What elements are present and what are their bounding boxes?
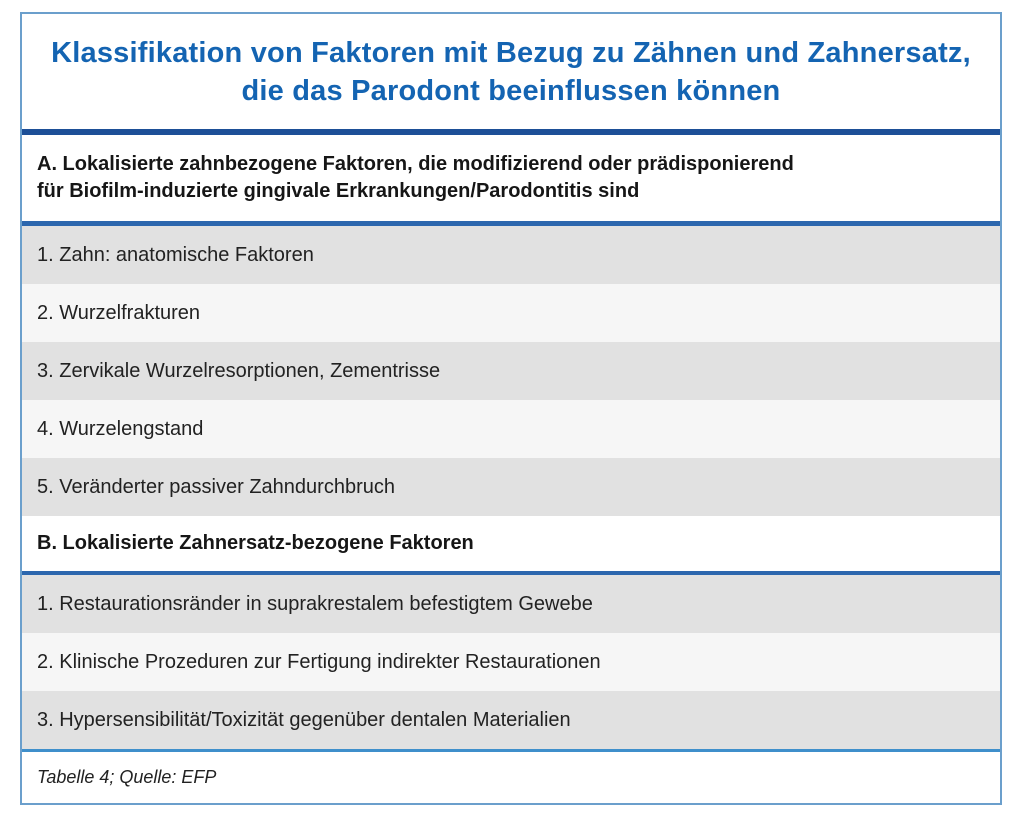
section-a-header-line2: für Biofilm-induzierte gingivale Erkrank… [37,180,640,202]
row-text: 1. Restaurationsränder in suprakrestalem… [37,592,593,615]
section-b-header: B. Lokalisierte Zahnersatz-bezogene Fakt… [22,516,1000,571]
table-row: 1. Restaurationsränder in suprakrestalem… [22,575,1000,633]
row-text: 4. Wurzelengstand [37,417,204,440]
classification-table: Klassifikation von Faktoren mit Bezug zu… [20,12,1002,805]
table-caption: Tabelle 4; Quelle: EFP [22,752,1000,803]
table-title-line1: Klassifikation von Faktoren mit Bezug zu… [51,36,971,69]
table-row: 2. Klinische Prozeduren zur Fertigung in… [22,633,1000,691]
table-title: Klassifikation von Faktoren mit Bezug zu… [22,14,1000,129]
table-row: 1. Zahn: anatomische Faktoren [22,226,1000,284]
table-row: 3. Zervikale Wurzelresorptionen, Zementr… [22,342,1000,400]
row-text: 2. Wurzelfrakturen [37,301,201,324]
table-row: 5. Veränderter passiver Zahndurchbruch [22,458,1000,516]
table-title-line2: die das Parodont beeinflussen können [241,74,781,107]
divider-above-caption [22,749,1000,752]
table-row: 4. Wurzelengstand [22,400,1000,458]
row-text: 2. Klinische Prozeduren zur Fertigung in… [37,650,601,673]
row-text: 5. Veränderter passiver Zahndurchbruch [37,475,395,498]
table-row: 3. Hypersensibilität/Toxizität gegenüber… [22,691,1000,749]
caption-text: Tabelle 4; Quelle: EFP [37,767,217,787]
section-a-header-line1: A. Lokalisierte zahnbezogene Faktoren, d… [37,153,794,175]
section-b-header-line1: B. Lokalisierte Zahnersatz-bezogene Fakt… [37,532,474,554]
row-text: 3. Hypersensibilität/Toxizität gegenüber… [37,708,571,731]
divider-under-section-a-header [22,221,1000,226]
row-text: 1. Zahn: anatomische Faktoren [37,243,314,266]
divider-under-section-b-header [22,571,1000,575]
section-a-header: A. Lokalisierte zahnbezogene Faktoren, d… [22,135,1000,221]
row-text: 3. Zervikale Wurzelresorptionen, Zementr… [37,359,441,382]
divider-under-title [22,129,1000,135]
table-row: 2. Wurzelfrakturen [22,284,1000,342]
